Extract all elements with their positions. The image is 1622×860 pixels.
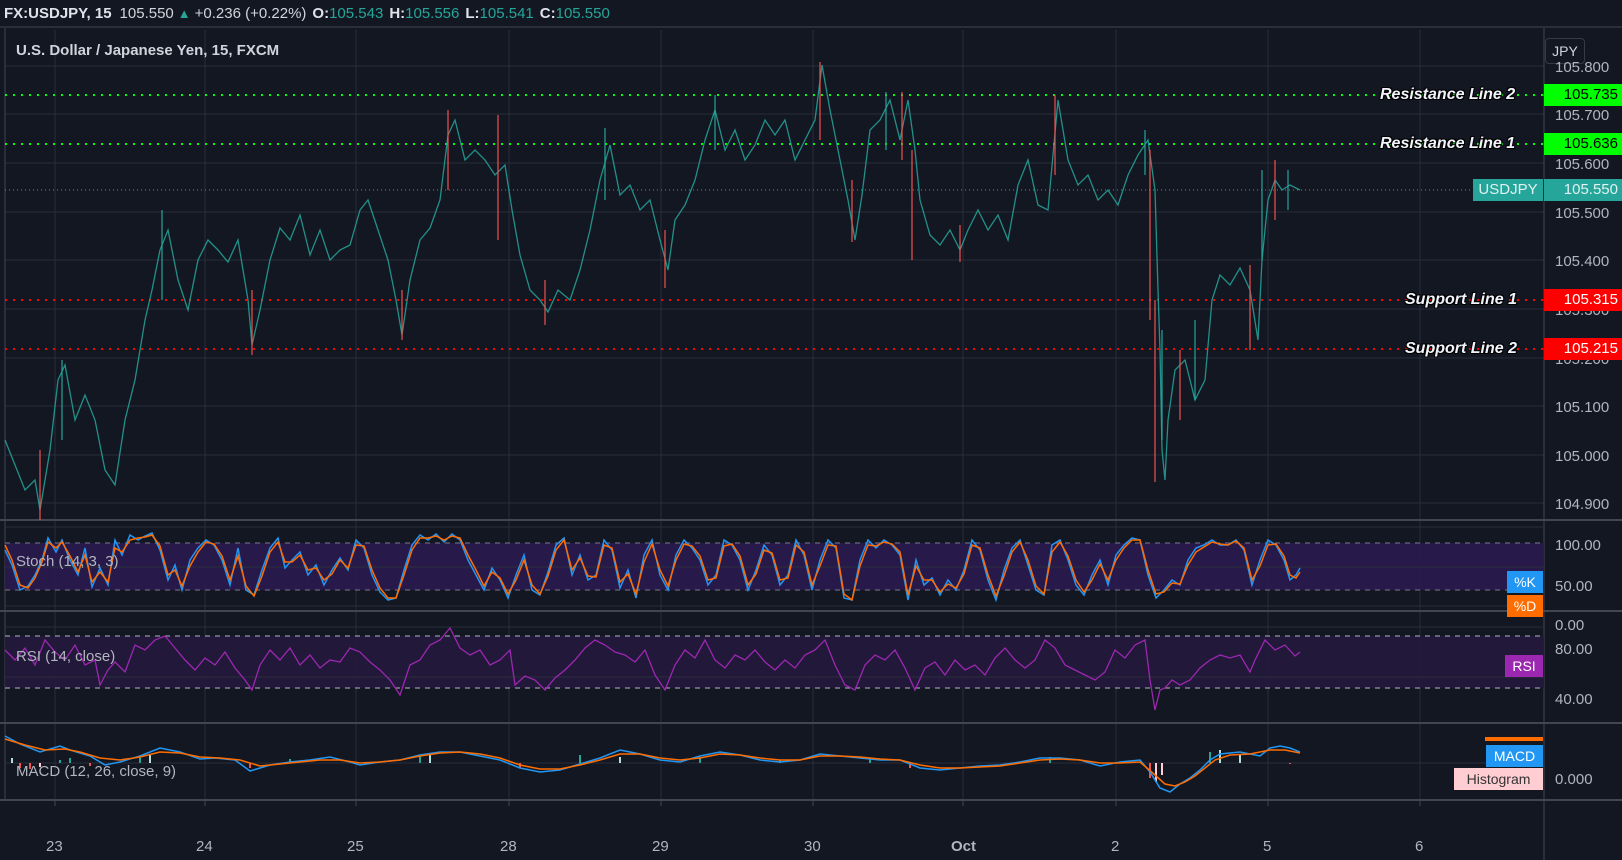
last-price: 105.550 <box>119 4 174 22</box>
macd-signal-tag <box>1485 737 1543 741</box>
up-arrow-icon: ▲ <box>177 5 191 21</box>
time-tick: 30 <box>804 838 821 855</box>
rsi-line <box>4 626 1301 711</box>
low-label: L: <box>465 4 480 22</box>
time-tick: 29 <box>652 838 669 855</box>
resistance-line-2-price-tag: 105.735 <box>1544 84 1622 106</box>
currency-button[interactable]: JPY <box>1545 38 1585 64</box>
macd-signal-line <box>4 738 1301 787</box>
resistance-line-2-label[interactable]: Resistance Line 2 <box>1380 86 1516 103</box>
low-value: 105.541 <box>479 4 534 22</box>
chart-title: U.S. Dollar / Japanese Yen, 15, FXCM <box>16 42 280 59</box>
current-price-tag: 105.550 <box>1544 179 1622 201</box>
support-line-1-price-tag: 105.315 <box>1544 289 1622 311</box>
price-tick: 105.800 <box>1555 59 1610 76</box>
current-symbol-tag: USDJPY <box>1473 179 1543 201</box>
macd-legend[interactable]: MACD (12, 26, close, 9) <box>16 763 177 780</box>
resistance-line-1-price-tag: 105.636 <box>1544 133 1622 155</box>
close-label: C: <box>539 4 556 22</box>
stoch-k-tag: %K <box>1507 571 1543 593</box>
open-value: 105.543 <box>329 4 384 22</box>
time-tick: 6 <box>1415 838 1424 855</box>
macd-tick: 0.000 <box>1555 771 1593 788</box>
close-value: 105.550 <box>555 4 610 22</box>
time-tick: Oct <box>951 838 977 855</box>
histogram-tag: Histogram <box>1454 768 1543 790</box>
time-tick: 23 <box>46 838 63 855</box>
stoch-legend[interactable]: Stoch (14, 3, 3) <box>16 553 119 570</box>
horizontal-grid <box>5 65 1544 504</box>
time-tick: 2 <box>1111 838 1120 855</box>
symbol-name[interactable]: FX:USDJPY, 15 <box>4 4 112 22</box>
stoch-tick: 0.00 <box>1555 617 1585 634</box>
time-tick: 25 <box>347 838 364 855</box>
price-tick: 104.900 <box>1555 496 1610 513</box>
price-tick: 105.000 <box>1555 448 1610 465</box>
high-value: 105.556 <box>405 4 460 22</box>
stoch-tick: 50.00 <box>1555 578 1593 595</box>
chart-canvas[interactable] <box>0 28 1622 860</box>
time-tick: 28 <box>500 838 517 855</box>
price-tick: 105.100 <box>1555 399 1610 416</box>
macd-tag: MACD <box>1486 745 1543 767</box>
stoch-d-line <box>4 534 1301 602</box>
stoch-tick: 100.00 <box>1555 537 1601 554</box>
time-tick: 5 <box>1263 838 1272 855</box>
stoch-d-tag: %D <box>1507 595 1543 617</box>
resistance-line-1-label[interactable]: Resistance Line 1 <box>1380 135 1516 152</box>
rsi-band <box>5 636 1544 688</box>
rsi-tag: RSI <box>1505 655 1543 677</box>
price-tick: 105.400 <box>1555 253 1610 270</box>
support-line-1-label[interactable]: Support Line 1 <box>1405 291 1517 308</box>
rsi-tick: 80.00 <box>1555 641 1593 658</box>
candles <box>4 64 1301 511</box>
price-tick: 105.700 <box>1555 107 1610 124</box>
symbol-header: FX:USDJPY, 15 105.550 ▲ +0.236 (+0.22%) … <box>0 0 1622 28</box>
rsi-tick: 40.00 <box>1555 691 1593 708</box>
price-wicks <box>39 62 1289 520</box>
price-tick: 105.500 <box>1555 205 1610 222</box>
open-label: O: <box>312 4 330 22</box>
support-line-2-price-tag: 105.215 <box>1544 338 1622 360</box>
rsi-legend[interactable]: RSI (14, close) <box>16 648 116 665</box>
price-tick: 105.600 <box>1555 156 1610 173</box>
support-line-2-label[interactable]: Support Line 2 <box>1405 340 1517 357</box>
high-label: H: <box>389 4 406 22</box>
price-change: +0.236 (+0.22%) <box>194 4 307 22</box>
time-tick: 24 <box>196 838 213 855</box>
